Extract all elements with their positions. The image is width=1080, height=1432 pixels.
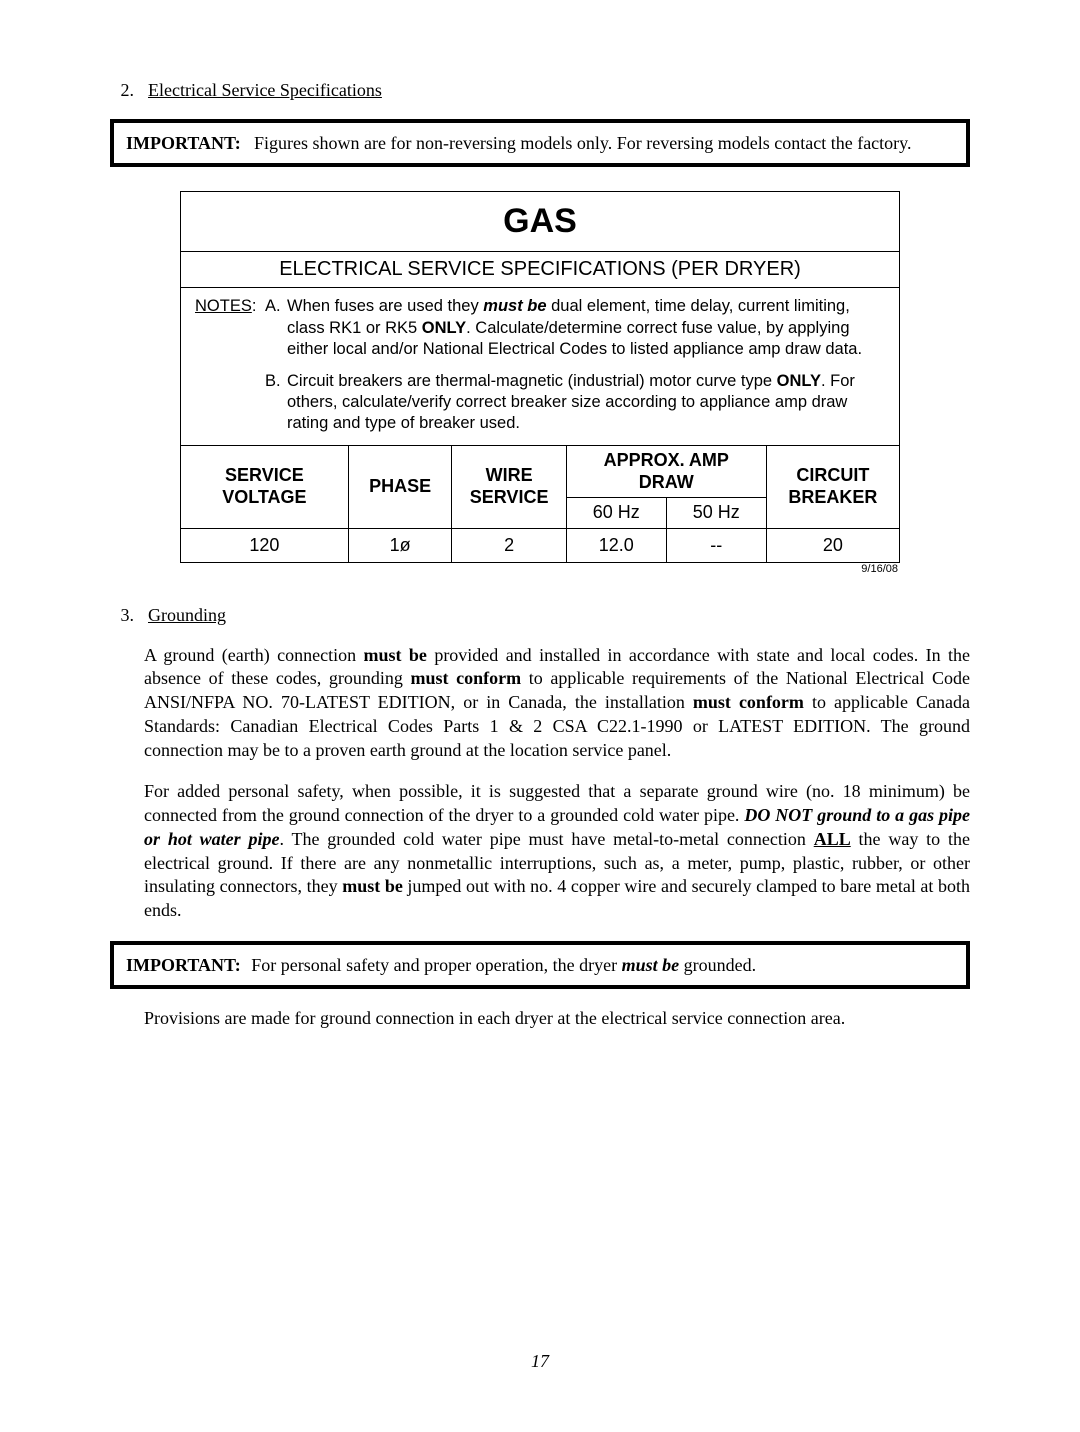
hdr-amp-draw: APPROX. AMP DRAW — [566, 445, 766, 497]
important-box-2: IMPORTANT: For personal safety and prope… — [110, 941, 970, 989]
cell-voltage: 120 — [181, 528, 349, 562]
gas-table-date: 9/16/08 — [180, 563, 900, 575]
important-label: IMPORTANT: — [126, 131, 254, 155]
cell-wire: 2 — [452, 528, 566, 562]
cell-phase: 1ø — [348, 528, 452, 562]
note-a: A. When fuses are used they must be dual… — [265, 296, 885, 360]
gas-spec-table: GAS ELECTRICAL SERVICE SPECIFICATIONS (P… — [180, 191, 900, 562]
section-3-heading: 3. Grounding — [110, 605, 970, 626]
note-a-text: When fuses are used they must be dual el… — [287, 296, 885, 360]
gas-subtitle: ELECTRICAL SERVICE SPECIFICATIONS (PER D… — [181, 252, 900, 288]
important2-text: For personal safety and proper operation… — [251, 955, 756, 975]
section-3-number: 3. — [110, 605, 134, 626]
data-row-1: 120 1ø 2 12.0 -- 20 — [181, 528, 900, 562]
important-box-1: IMPORTANT: Figures shown are for non-rev… — [110, 119, 970, 167]
grounding-para-3: Provisions are made for ground connectio… — [144, 1007, 970, 1031]
important2-label: IMPORTANT: — [126, 953, 241, 977]
note-a-letter: A. — [265, 296, 287, 360]
cell-amp50: -- — [666, 528, 766, 562]
note-b-text: Circuit breakers are thermal-magnetic (i… — [287, 371, 885, 435]
notes-label: NOTES — [195, 297, 252, 315]
section-2-number: 2. — [110, 80, 134, 101]
hdr-circuit-breaker: CIRCUIT BREAKER — [766, 445, 899, 528]
note-b: B. Circuit breakers are thermal-magnetic… — [265, 371, 885, 435]
hdr-50hz: 50 Hz — [666, 498, 766, 529]
grounding-para-2: For added personal safety, when possible… — [144, 780, 970, 923]
gas-notes-cell: NOTES: A. When fuses are used they must … — [181, 288, 900, 446]
hdr-phase: PHASE — [348, 445, 452, 528]
section-2-heading: 2. Electrical Service Specifications — [110, 80, 970, 101]
important-text: Figures shown are for non-reversing mode… — [254, 131, 954, 155]
page-number: 17 — [110, 1351, 970, 1372]
cell-amp60: 12.0 — [566, 528, 666, 562]
hdr-60hz: 60 Hz — [566, 498, 666, 529]
grounding-para-1: A ground (earth) connection must be prov… — [144, 644, 970, 763]
gas-spec-table-wrap: GAS ELECTRICAL SERVICE SPECIFICATIONS (P… — [180, 191, 900, 574]
hdr-wire-service: WIRE SERVICE — [452, 445, 566, 528]
cell-breaker: 20 — [766, 528, 899, 562]
section-3-title: Grounding — [148, 605, 226, 625]
hdr-service-voltage: SERVICE VOLTAGE — [181, 445, 349, 528]
gas-title: GAS — [181, 192, 900, 252]
section-2-title: Electrical Service Specifications — [148, 80, 382, 100]
note-b-letter: B. — [265, 371, 287, 435]
